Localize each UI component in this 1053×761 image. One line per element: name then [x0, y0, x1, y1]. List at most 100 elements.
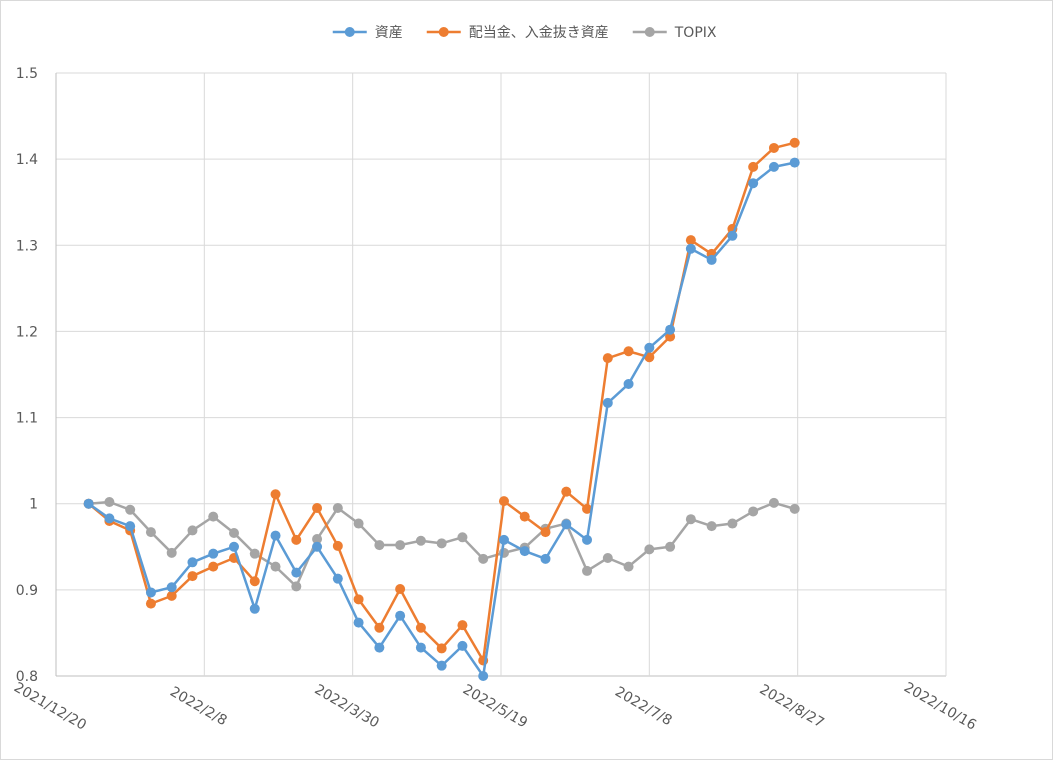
data-point	[457, 640, 468, 651]
x-tick-label: 2022/7/8	[612, 684, 674, 729]
data-point	[395, 583, 406, 594]
data-point	[104, 513, 115, 524]
x-tick-label: 2022/10/16	[901, 679, 979, 733]
data-point	[332, 503, 343, 514]
data-point	[706, 254, 717, 265]
data-point	[166, 547, 177, 558]
data-point	[83, 498, 94, 509]
data-point	[229, 541, 239, 552]
data-point	[789, 137, 800, 148]
data-point	[768, 497, 779, 508]
data-point	[644, 544, 655, 555]
legend-label: 資産	[375, 25, 403, 41]
legend-swatch-marker	[438, 27, 449, 37]
data-point	[332, 540, 343, 551]
data-point	[145, 587, 156, 598]
data-point	[125, 521, 136, 532]
data-point	[353, 617, 364, 628]
data-point	[291, 534, 302, 545]
data-point	[644, 342, 655, 353]
y-tick-label: 1.5	[16, 66, 38, 82]
data-point	[665, 331, 676, 342]
data-point	[623, 378, 634, 389]
x-tick-label: 2022/5/19	[460, 682, 530, 732]
data-point	[665, 541, 676, 552]
data-point	[415, 642, 426, 653]
data-point	[145, 527, 156, 538]
data-point	[602, 552, 613, 563]
data-point	[249, 548, 260, 559]
data-point	[748, 506, 759, 517]
data-point	[665, 324, 676, 335]
data-point	[789, 503, 800, 514]
data-point	[498, 534, 509, 545]
data-point	[602, 397, 613, 408]
data-point	[623, 561, 634, 572]
data-point	[768, 142, 779, 153]
data-point	[519, 511, 530, 522]
y-tick-label: 1.2	[16, 324, 38, 340]
data-point	[187, 571, 198, 582]
data-point	[208, 511, 219, 522]
data-point	[727, 230, 738, 241]
data-point	[270, 561, 281, 572]
data-point	[602, 353, 613, 364]
data-point	[623, 346, 634, 357]
data-point	[166, 590, 177, 601]
legend-label: TOPIX	[674, 25, 717, 41]
data-point	[582, 503, 593, 514]
y-tick-label: 0.8	[16, 669, 38, 685]
data-point	[561, 519, 572, 530]
data-point	[249, 576, 260, 587]
data-point	[415, 622, 426, 633]
data-point	[208, 561, 219, 572]
data-point	[312, 503, 323, 514]
y-tick-label: 1	[29, 497, 38, 513]
data-point	[457, 620, 468, 631]
data-point	[436, 643, 447, 654]
data-point	[706, 521, 717, 532]
data-point	[270, 530, 281, 541]
y-tick-label: 1.4	[16, 152, 38, 168]
data-point	[540, 553, 551, 564]
data-point	[104, 496, 115, 507]
data-point	[291, 581, 302, 592]
data-point	[395, 610, 406, 621]
data-point	[727, 518, 738, 529]
series-line	[87, 141, 796, 662]
data-point	[187, 557, 198, 568]
data-point	[457, 532, 468, 543]
data-point	[748, 161, 759, 172]
legend-label: 配当金、入金抜き資産	[469, 25, 609, 41]
data-point	[249, 603, 260, 614]
x-tick-label: 2021/12/20	[11, 679, 89, 733]
x-tick-label: 2022/3/30	[312, 682, 382, 732]
data-point	[789, 157, 800, 168]
data-point	[312, 534, 323, 545]
data-point	[353, 594, 364, 605]
legend-swatch-marker	[644, 27, 655, 37]
x-tick-label: 2022/2/8	[167, 684, 229, 729]
data-point	[519, 546, 530, 557]
data-point	[685, 514, 696, 525]
data-point	[748, 178, 759, 189]
data-point	[395, 540, 406, 551]
data-point	[436, 538, 447, 549]
data-point	[291, 567, 302, 578]
data-point	[561, 486, 572, 497]
data-point	[685, 235, 696, 246]
y-tick-label: 0.9	[16, 583, 38, 599]
data-point	[374, 540, 385, 551]
data-point	[582, 534, 593, 545]
data-point	[229, 528, 239, 539]
data-point	[582, 565, 593, 576]
data-point	[498, 496, 509, 507]
data-point	[685, 243, 696, 254]
y-tick-label: 1.3	[16, 238, 38, 254]
data-point	[145, 598, 156, 609]
y-tick-label: 1.1	[16, 411, 38, 427]
data-point	[768, 161, 779, 172]
data-point	[208, 548, 219, 559]
